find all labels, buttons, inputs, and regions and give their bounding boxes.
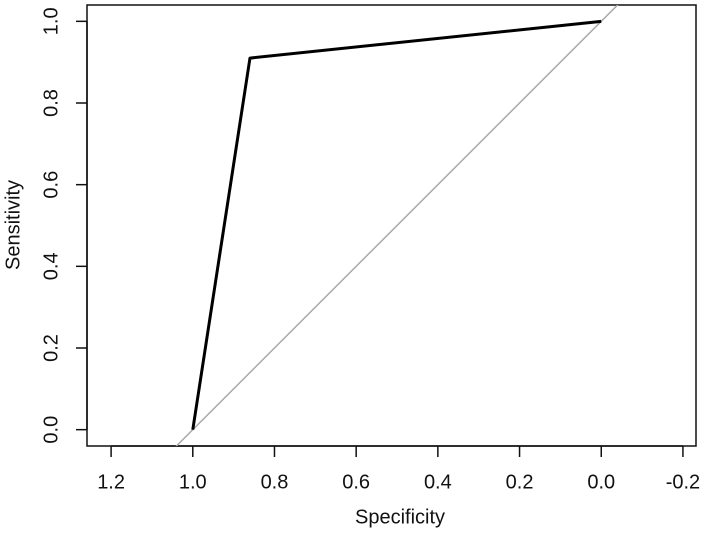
x-tick-label: 0.4 — [424, 471, 452, 493]
x-tick-label: -0.2 — [666, 471, 700, 493]
plot-box — [86, 4, 697, 447]
y-tick-label: 0.2 — [40, 334, 62, 362]
roc-curve — [191, 19, 602, 430]
x-axis-label: Specificity — [355, 506, 445, 528]
x-tick-label: 0.2 — [506, 471, 534, 493]
y-tick-label: 1.0 — [40, 7, 62, 35]
diagonal — [175, 5, 619, 446]
y-tick-label: 0.6 — [40, 171, 62, 199]
x-tick-label: 0.0 — [587, 471, 615, 493]
x-tick-label: 1.2 — [97, 471, 125, 493]
x-tick-label: 0.6 — [342, 471, 370, 493]
x-tick-label: 0.8 — [261, 471, 289, 493]
x-tick-label: 1.0 — [179, 471, 207, 493]
y-tick-label: 0.0 — [40, 416, 62, 444]
y-tick-label: 0.8 — [40, 89, 62, 117]
y-axis-label: Sensitivity — [2, 180, 24, 270]
y-tick-label: 0.4 — [40, 252, 62, 280]
